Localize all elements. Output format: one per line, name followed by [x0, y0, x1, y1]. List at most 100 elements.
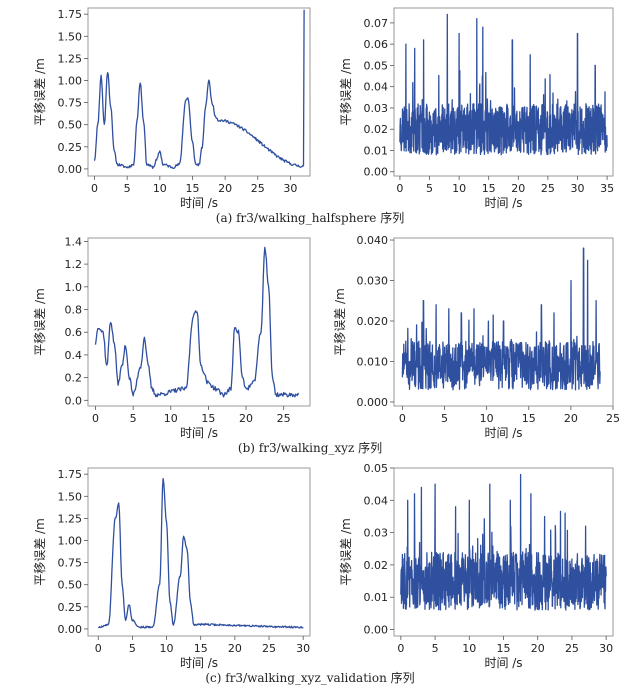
- x-tick-label: 0: [397, 642, 404, 655]
- x-axis-label: 时间 /s: [180, 426, 218, 440]
- y-tick-label: 0.75: [58, 97, 83, 110]
- y-tick-label: 0.02: [364, 559, 389, 572]
- x-tick-label: 10: [452, 182, 466, 195]
- y-tick-label: 0.75: [58, 557, 83, 570]
- y-tick-label: 1.0: [65, 281, 83, 294]
- y-tick-label: 1.25: [58, 52, 83, 65]
- plot-frame: [393, 237, 614, 407]
- x-tick-label: 0: [396, 182, 403, 195]
- chart-panel-a-right: 0 5 10 15 20 25 30 35 0.00 0.01 0.02 0.03 0.04 0.05 0.…: [339, 7, 614, 210]
- y-tick-label: 1.50: [58, 490, 83, 503]
- plot-frame: [87, 467, 311, 637]
- x-tick-label: 25: [251, 182, 265, 195]
- x-tick-label: 25: [541, 182, 555, 195]
- y-tick-label: 0.00: [58, 623, 83, 636]
- y-tick-label: 0.05: [364, 59, 389, 72]
- x-tick-label: 25: [606, 412, 620, 425]
- x-tick-label: 30: [283, 182, 297, 195]
- x-tick-label: 15: [194, 642, 208, 655]
- y-tick-label: 0.03: [364, 102, 389, 115]
- x-tick-label: 30: [599, 642, 613, 655]
- x-axis-label: 时间 /s: [484, 426, 522, 440]
- x-tick-label: 25: [565, 642, 579, 655]
- y-tick-label: 0.05: [364, 462, 389, 475]
- y-tick-label: 1.75: [58, 8, 83, 21]
- x-tick-label: 15: [201, 412, 215, 425]
- x-tick-label: 25: [277, 412, 291, 425]
- x-tick-label: 15: [185, 182, 199, 195]
- y-tick-label: 0.50: [58, 579, 83, 592]
- x-tick-label: 0: [91, 182, 98, 195]
- x-tick-label: 0: [95, 642, 102, 655]
- y-tick-label: 0.07: [364, 17, 389, 30]
- y-tick-label: 1.50: [58, 30, 83, 43]
- plot-frame: [87, 237, 311, 407]
- x-tick-label: 10: [480, 412, 494, 425]
- y-tick-label: 0.00: [364, 624, 389, 637]
- x-tick-label: 0: [399, 412, 406, 425]
- series-line: [401, 247, 601, 391]
- chart-panel-c-right: 0 5 10 15 20 25 30 0.00 0.01 0.02 0.03 0.04 0.05 时间 /…: [339, 462, 614, 670]
- y-tick-label: 0.010: [357, 355, 389, 368]
- chart-panel-b-right: 0 5 10 15 20 25 0.000 0.010 0.020 0.030 0.040 时间 /s…: [333, 234, 620, 440]
- y-tick-label: 0.2: [65, 372, 83, 385]
- chart-panel-b-left: 0 5 10 15 20 25 0.0 0.2 0.4 0.6 0.8 1.0 1.2 1.4 时间 /s 平…: [33, 235, 311, 440]
- y-tick-label: 0.030: [357, 275, 389, 288]
- x-axis-label: 时间 /s: [484, 196, 522, 210]
- chart-panel-a-left: 0 5 10 15 20 25 30 0.00 0.25 0.50 0.75 1.00 1.25 1.50…: [33, 7, 311, 210]
- y-tick-label: 1.00: [58, 75, 83, 88]
- series-line: [399, 13, 608, 156]
- y-tick-label: 0.25: [58, 141, 83, 154]
- x-tick-label: 0: [92, 412, 99, 425]
- x-axis-label: 时间 /s: [180, 196, 218, 210]
- y-tick-label: 1.25: [58, 512, 83, 525]
- x-tick-label: 5: [441, 412, 448, 425]
- y-tick-label: 0.00: [364, 166, 389, 179]
- x-tick-label: 15: [482, 182, 496, 195]
- x-tick-label: 5: [124, 182, 131, 195]
- x-tick-label: 10: [153, 182, 167, 195]
- chart-panel-c-left: 0 5 10 15 20 25 30 0.00 0.25 0.50 0.75 1.00 1.25 1.50…: [33, 467, 311, 670]
- series-line: [94, 246, 300, 398]
- plot-frame: [87, 7, 311, 177]
- y-axis-label: 平移误差 /m: [333, 288, 347, 356]
- y-tick-label: 0.01: [364, 144, 389, 157]
- y-axis-label: 平移误差 /m: [339, 518, 353, 586]
- y-axis-label: 平移误差 /m: [33, 288, 47, 356]
- x-tick-label: 5: [432, 642, 439, 655]
- y-tick-label: 0.25: [58, 601, 83, 614]
- x-tick-label: 5: [426, 182, 433, 195]
- y-tick-label: 0.020: [357, 315, 389, 328]
- y-tick-label: 0.8: [65, 304, 83, 317]
- x-tick-label: 15: [497, 642, 511, 655]
- y-tick-label: 0.6: [65, 326, 83, 339]
- y-tick-label: 0.02: [364, 123, 389, 136]
- x-tick-label: 25: [262, 642, 276, 655]
- x-tick-label: 20: [218, 182, 232, 195]
- x-tick-label: 10: [462, 642, 476, 655]
- y-tick-label: 0.01: [364, 591, 389, 604]
- x-axis-label: 时间 /s: [484, 656, 522, 670]
- y-tick-label: 0.0: [65, 394, 83, 407]
- plot-frame: [393, 7, 614, 177]
- y-tick-label: 0.50: [58, 119, 83, 132]
- x-tick-label: 20: [531, 642, 545, 655]
- series-line: [400, 473, 607, 611]
- y-tick-label: 0.03: [364, 527, 389, 540]
- y-tick-label: 0.06: [364, 38, 389, 51]
- x-tick-label: 30: [570, 182, 584, 195]
- x-tick-label: 20: [511, 182, 525, 195]
- x-axis-label: 时间 /s: [180, 656, 218, 670]
- y-axis-label: 平移误差 /m: [33, 518, 47, 586]
- y-tick-label: 1.2: [65, 258, 83, 271]
- x-tick-label: 30: [296, 642, 310, 655]
- y-tick-label: 0.00: [58, 163, 83, 176]
- y-tick-label: 0.04: [364, 81, 389, 94]
- y-tick-label: 0.000: [357, 396, 389, 409]
- plot-frame: [393, 467, 614, 637]
- x-tick-label: 35: [600, 182, 614, 195]
- y-tick-label: 0.4: [65, 349, 83, 362]
- x-tick-label: 10: [164, 412, 178, 425]
- y-tick-label: 1.4: [65, 235, 83, 248]
- caption-row-a: (a) fr3/walking_halfsphere 序列: [216, 210, 404, 225]
